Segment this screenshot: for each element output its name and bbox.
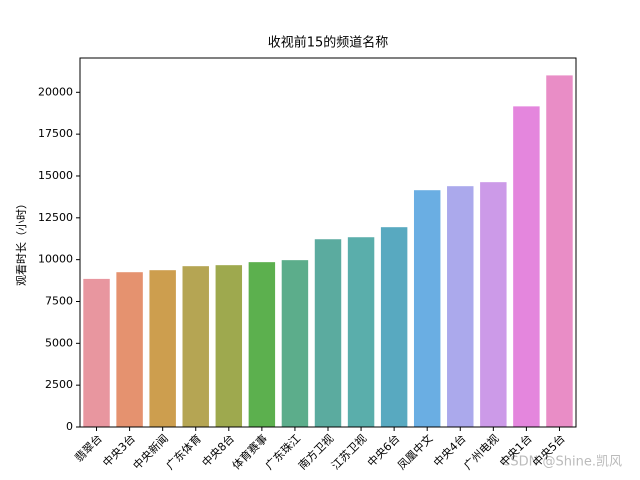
plot-frame	[79, 57, 577, 428]
bar	[380, 227, 408, 427]
y-tick-label: 15000	[38, 169, 73, 182]
bar	[347, 237, 375, 427]
y-tick-label: 20000	[38, 85, 73, 98]
watermark: CSDN @Shine.凯风	[501, 455, 622, 470]
y-tick-label: 7500	[45, 294, 73, 307]
y-tick-label: 12500	[38, 211, 73, 224]
bar	[182, 266, 209, 427]
bar	[513, 106, 540, 427]
bar	[248, 262, 276, 427]
y-tick-label: 2500	[45, 378, 73, 391]
y-tick-label: 0	[66, 420, 73, 433]
bar	[281, 260, 309, 427]
bar	[215, 265, 243, 427]
bar	[314, 239, 342, 427]
bar	[480, 182, 507, 427]
y-tick-label: 5000	[45, 336, 73, 349]
bar	[546, 75, 573, 427]
y-tick-label: 17500	[38, 127, 73, 140]
y-axis-label: 观看时长（小时）	[14, 198, 28, 286]
bar	[413, 190, 441, 427]
bar	[447, 186, 474, 427]
bar	[83, 278, 110, 427]
bar	[149, 270, 176, 427]
y-tick-label: 10000	[38, 253, 73, 266]
bar	[116, 272, 143, 427]
chart-title: 收视前15的频道名称	[268, 35, 389, 51]
